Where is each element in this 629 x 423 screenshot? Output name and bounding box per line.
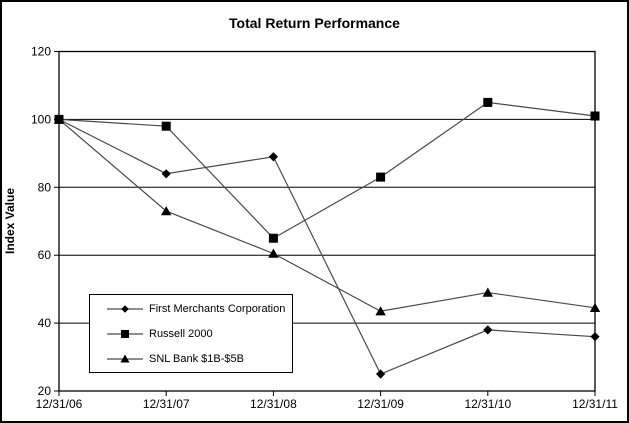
data-point-diamond (376, 369, 386, 379)
y-tick-label: 20 (38, 384, 52, 398)
data-point-diamond (268, 152, 278, 162)
data-point-triangle (589, 302, 601, 313)
square-marker-icon (107, 329, 143, 338)
legend-label: SNL Bank $1B-$5B (149, 352, 244, 365)
y-tick-label: 120 (31, 45, 51, 59)
legend-label: First Merchants Corporation (149, 302, 286, 315)
series-line-snl-bank-1b-5b (58, 118, 596, 312)
y-tick-label: 100 (31, 112, 51, 126)
series-line-russell-2000 (58, 101, 596, 239)
data-point-square (161, 121, 171, 131)
y-tick-label: 40 (38, 316, 52, 330)
data-point-diamond (483, 325, 493, 335)
data-point-triangle (268, 248, 279, 258)
legend-item-snl-bank: SNL Bank $1B-$5B (107, 346, 292, 371)
chart-title: Total Return Performance (229, 15, 400, 31)
triangle-marker-icon (107, 354, 143, 362)
data-point-diamond (590, 332, 600, 342)
x-tick-label: 12/31/08 (250, 397, 297, 411)
x-tick-label: 12/31/09 (357, 397, 404, 411)
data-point-triangle (482, 287, 493, 297)
data-point-triangle (53, 114, 65, 124)
data-point-square (376, 172, 386, 182)
legend-item-russell-2000: Russell 2000 (107, 321, 292, 346)
x-tick-label: 12/31/11 (572, 397, 618, 411)
data-point-triangle (161, 206, 172, 216)
data-point-triangle (375, 306, 386, 316)
data-point-square (483, 97, 493, 107)
diamond-marker-icon (107, 304, 143, 313)
series-line-first-merchants-corporation (58, 118, 596, 375)
data-point-square (590, 111, 600, 121)
y-tick-label: 60 (38, 248, 52, 262)
x-tick-label: 12/31/06 (36, 397, 83, 411)
x-tick-label: 12/31/07 (143, 397, 190, 411)
plot-border (58, 50, 596, 392)
legend-item-first-merchants: First Merchants Corporation (107, 296, 292, 321)
x-tick-label: 12/31/10 (464, 397, 511, 411)
y-tick-label: 80 (38, 180, 52, 194)
data-point-diamond (161, 169, 171, 179)
data-point-square (268, 233, 278, 243)
legend-box: First Merchants Corporation Russell 2000… (89, 294, 293, 373)
legend-label: Russell 2000 (149, 327, 213, 340)
